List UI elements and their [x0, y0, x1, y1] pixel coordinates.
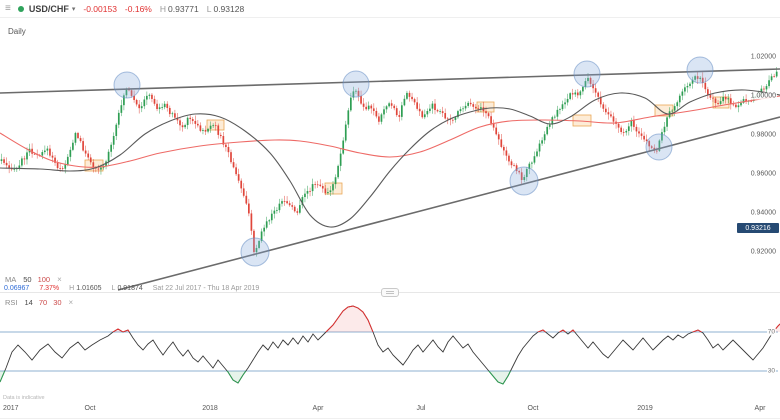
- highlight-circle: [240, 237, 270, 267]
- high-value: 0.93771: [168, 3, 199, 14]
- range-high-label: H: [69, 285, 75, 292]
- rsi-line: [0, 305, 780, 385]
- highlight-circle: [509, 166, 539, 196]
- trendline: [0, 68, 780, 94]
- price-axis-label: 0.92000: [749, 248, 777, 256]
- price-axis-label: 0.98000: [749, 131, 777, 139]
- range-low-label: L: [111, 285, 116, 292]
- highlight-circle: [686, 56, 714, 84]
- pane-resize-handle[interactable]: [381, 288, 399, 297]
- rsi-level-label: 30: [766, 367, 776, 375]
- trendline: [117, 116, 780, 291]
- time-axis-label: Apr: [312, 405, 324, 412]
- high-label: H: [159, 3, 166, 14]
- rsi-close-icon[interactable]: ×: [68, 298, 74, 307]
- timeframe-label: Daily: [8, 27, 26, 36]
- symbol-toolbar: ≡ USD/CHF ▾ -0.00153 -0.16% H 0.93771 L …: [0, 0, 780, 18]
- time-axis-label: Jul: [416, 405, 426, 412]
- time-axis-label: 2019: [637, 405, 653, 412]
- highlight-circle: [573, 60, 601, 88]
- rsi-name: RSI: [5, 298, 18, 307]
- time-axis-label: Oct: [527, 405, 539, 412]
- highlight-circle: [645, 133, 673, 161]
- rsi-line-oversold: [0, 371, 512, 385]
- rsi-oversold-fill: [0, 371, 780, 384]
- last-price-badge: 0.93216: [737, 223, 779, 233]
- ma-indicator-legend[interactable]: MA 50 100 ×: [5, 275, 62, 284]
- ma-50-line: [0, 89, 780, 228]
- rsi-lower-level: 30: [53, 298, 62, 307]
- price-axis-label: 0.96000: [749, 170, 777, 178]
- rsi-line-overbought: [112, 305, 780, 332]
- highlight-box: [476, 101, 495, 113]
- range-change: 0.06967: [4, 285, 30, 292]
- highlight-circle: [342, 70, 370, 98]
- time-axis-label: Oct: [84, 405, 96, 412]
- ma-period-50: 50: [23, 275, 32, 284]
- ma-period-100: 100: [37, 275, 51, 284]
- rsi-level-label: 70: [766, 328, 776, 336]
- price-change-percent: -0.16%: [124, 3, 152, 14]
- symbol-stats-row: 0.06967 7.37% H 1.01605 L 0.91874 Sat 22…: [4, 285, 259, 292]
- range-low-value: 0.91874: [117, 285, 143, 292]
- time-axis-label: 2017: [3, 405, 19, 412]
- price-axis-label: 0.94000: [749, 209, 777, 217]
- date-range: Sat 22 Jul 2017 - Thu 18 Apr 2019: [152, 285, 260, 292]
- rsi-indicator-legend[interactable]: RSI 14 70 30 ×: [5, 298, 73, 307]
- ma-100-line: [0, 95, 780, 168]
- highlight-box: [654, 104, 674, 117]
- time-axis-label: Apr: [754, 405, 766, 412]
- time-axis[interactable]: 2017 Oct 2018 Apr Jul Oct 2019 Apr: [0, 402, 780, 419]
- rsi-overbought-fill: [0, 306, 780, 332]
- price-axis-label: 1.02000: [749, 53, 777, 61]
- rsi-upper-level: 70: [38, 298, 48, 307]
- trendlines[interactable]: [0, 68, 780, 291]
- range-change-percent: 7.37%: [39, 285, 60, 292]
- candlesticks: [0, 67, 778, 257]
- market-status-dot-icon: [17, 5, 24, 12]
- menu-icon[interactable]: ≡: [5, 3, 11, 14]
- highlight-circle: [113, 71, 141, 99]
- ma-close-icon[interactable]: ×: [57, 275, 62, 284]
- range-high-value: 1.01605: [76, 285, 102, 292]
- chevron-down-icon[interactable]: ▾: [71, 6, 76, 13]
- price-change: -0.00153: [83, 3, 117, 14]
- price-axis-label: 1.00000: [749, 92, 777, 100]
- rsi-period: 14: [24, 298, 33, 307]
- ma-name: MA: [5, 275, 17, 284]
- highlight-circles: [113, 56, 714, 267]
- low-label: L: [206, 3, 212, 14]
- low-value: 0.93128: [213, 3, 245, 14]
- support-resistance-boxes: [84, 96, 730, 195]
- time-axis-label: 2018: [202, 405, 218, 412]
- symbol-name[interactable]: USD/CHF: [28, 3, 69, 14]
- data-indicative-note: Data is indicative: [3, 395, 45, 401]
